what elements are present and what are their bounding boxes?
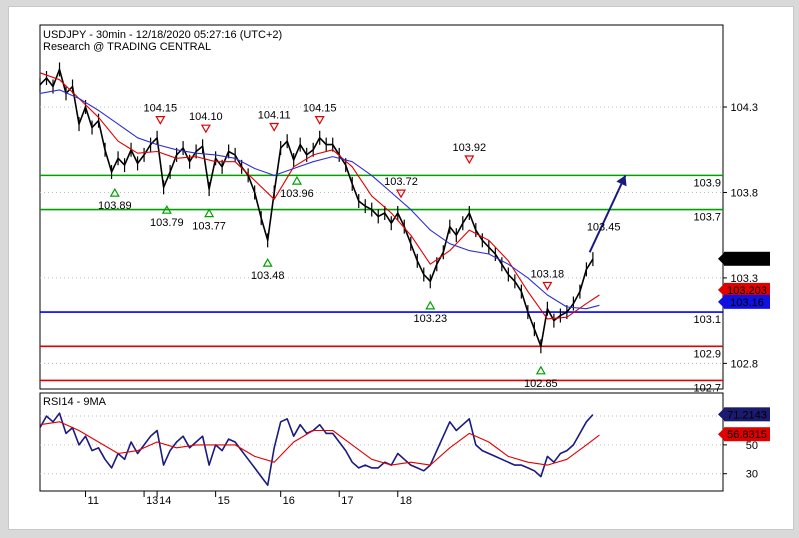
pivot-low-marker bbox=[161, 204, 172, 214]
chart-canvas: USDJPY - 30min - 12/18/2020 05:27:16 (UT… bbox=[39, 24, 770, 507]
pivot-label: 103.96 bbox=[280, 188, 314, 200]
pivot-high-marker bbox=[542, 281, 553, 291]
price-tag-label: 103.203 bbox=[727, 285, 767, 297]
pivot-label: 104.15 bbox=[144, 103, 178, 115]
pivot-label: 103.72 bbox=[384, 176, 418, 188]
price-tag-pointer bbox=[718, 408, 724, 421]
pivot-label: 102.85 bbox=[524, 378, 558, 390]
chart-card: USDJPY - 30min - 12/18/2020 05:27:16 (UT… bbox=[8, 6, 794, 530]
projection-arrowhead bbox=[616, 175, 627, 187]
price-tag bbox=[724, 282, 770, 297]
x-tick-label: 16 bbox=[283, 495, 295, 507]
pivot-high-marker bbox=[155, 116, 166, 125]
pivot-low-marker bbox=[204, 208, 215, 218]
pivot-label: 103.48 bbox=[251, 270, 285, 282]
pivot-low-marker bbox=[425, 300, 436, 310]
pivot-low-marker bbox=[535, 365, 546, 375]
level-label: 103.9 bbox=[693, 177, 721, 189]
price-tag-pointer bbox=[718, 283, 724, 296]
pivot-label: 103.79 bbox=[150, 217, 184, 229]
pivot-low-marker bbox=[291, 175, 302, 185]
x-tick-label: 13 bbox=[146, 495, 158, 507]
y-tick-label: 103.8 bbox=[730, 187, 758, 199]
price-tag-pointer bbox=[718, 428, 724, 441]
price-tag-label: 56.8315 bbox=[727, 429, 767, 441]
series-line bbox=[39, 421, 600, 466]
pivot-label: 103.23 bbox=[413, 313, 447, 325]
pivot-low-marker bbox=[262, 257, 273, 267]
x-tick-label: 11 bbox=[88, 495, 99, 507]
pivot-high-marker bbox=[395, 189, 407, 199]
series-line bbox=[39, 412, 594, 486]
projection-arrow bbox=[588, 174, 627, 253]
price-tag bbox=[724, 427, 770, 442]
series-line bbox=[39, 89, 600, 310]
y-tick-label: 30 bbox=[746, 469, 758, 481]
pivot-label: 104.11 bbox=[258, 109, 291, 121]
pivot-label: 103.92 bbox=[452, 142, 486, 154]
price-tag-label: 103.16 bbox=[730, 297, 764, 309]
level-label: 102.9 bbox=[693, 348, 721, 360]
price-tag bbox=[724, 251, 770, 266]
pivot-high-marker bbox=[464, 155, 475, 165]
y-tick-label: 103.3 bbox=[730, 273, 758, 285]
pivot-label: 104.15 bbox=[303, 103, 337, 115]
chart-subtitle: Research @ TRADING CENTRAL bbox=[43, 41, 211, 53]
pivot-high-marker bbox=[269, 122, 280, 132]
x-tick-label: 18 bbox=[400, 495, 412, 507]
projection-label: 103.45 bbox=[587, 221, 621, 233]
level-label: 102.7 bbox=[693, 382, 721, 394]
rsi-title: RSI14 - 9MA bbox=[43, 396, 107, 408]
series-line bbox=[39, 68, 594, 348]
price-tag bbox=[724, 294, 770, 309]
pivot-label: 103.18 bbox=[531, 268, 565, 280]
price-tag-label: 103.412 bbox=[727, 254, 767, 266]
level-label: 103.1 bbox=[693, 314, 721, 326]
pivot-high-marker bbox=[200, 124, 211, 134]
price-tag-pointer bbox=[718, 252, 724, 265]
y-tick-label: 102.8 bbox=[730, 358, 758, 370]
y-tick-label: 104.3 bbox=[730, 102, 758, 114]
x-tick-label: 17 bbox=[341, 495, 353, 507]
level-label: 103.7 bbox=[693, 212, 721, 224]
pivot-low-marker bbox=[109, 187, 120, 197]
price-panel bbox=[39, 24, 724, 390]
pivot-label: 103.77 bbox=[192, 221, 226, 233]
chart-title: USDJPY - 30min - 12/18/2020 05:27:16 (UT… bbox=[43, 29, 282, 41]
rsi-panel bbox=[39, 392, 724, 492]
pivot-label: 103.89 bbox=[98, 200, 132, 212]
x-tick-label: 14 bbox=[159, 495, 171, 507]
pivot-high-marker bbox=[314, 116, 325, 125]
price-tag-label: 71.2143 bbox=[727, 409, 767, 421]
x-tick-label: 15 bbox=[218, 495, 230, 507]
pivot-label: 104.10 bbox=[189, 111, 223, 123]
price-tag-pointer bbox=[718, 295, 724, 308]
y-tick-label: 50 bbox=[746, 440, 758, 452]
price-tag bbox=[724, 407, 770, 422]
